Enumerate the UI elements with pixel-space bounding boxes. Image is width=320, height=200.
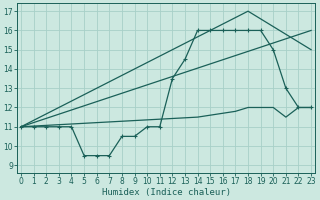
X-axis label: Humidex (Indice chaleur): Humidex (Indice chaleur) xyxy=(101,188,231,197)
